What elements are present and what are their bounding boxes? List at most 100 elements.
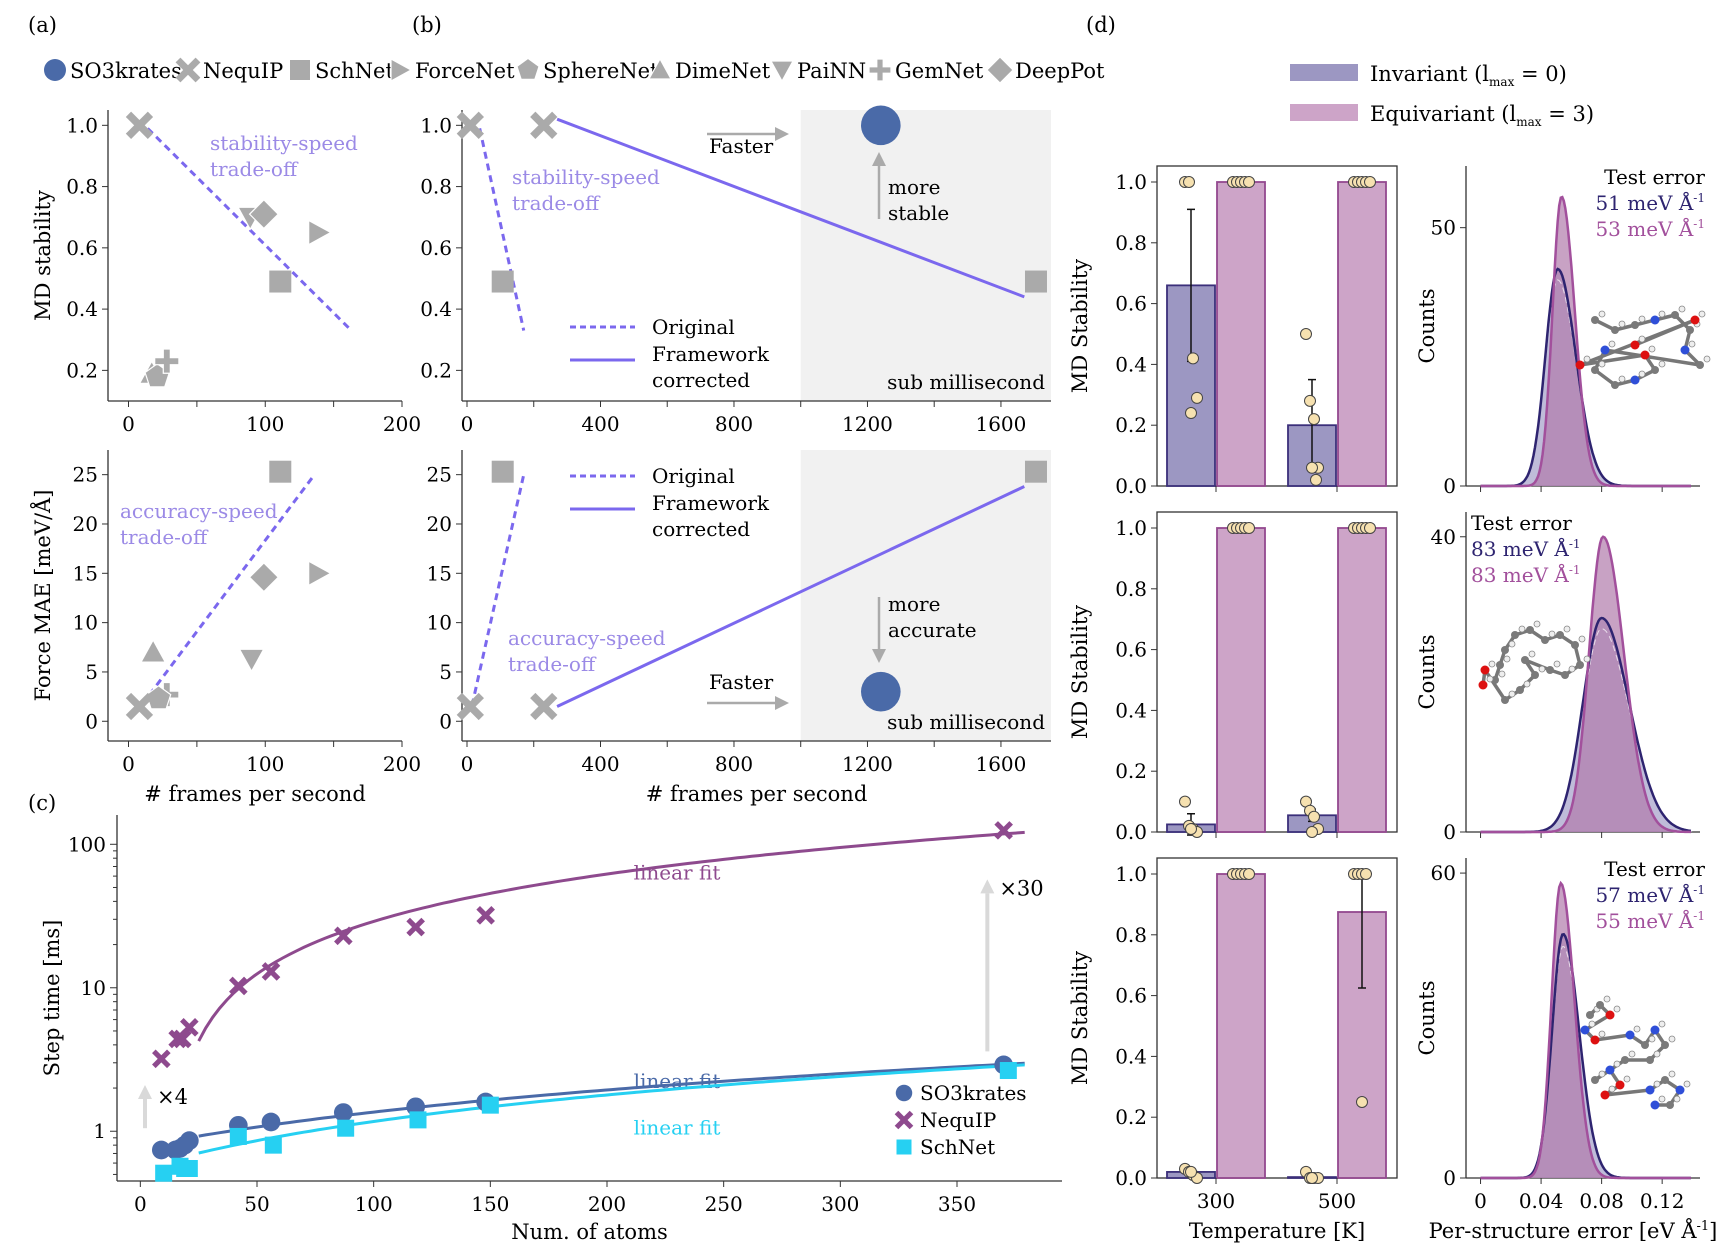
axes-frame xyxy=(1156,165,1398,487)
x-stroke xyxy=(530,111,558,139)
hydrogen-atom xyxy=(1553,660,1561,668)
x-tick-label: 0 xyxy=(1474,1189,1487,1213)
run-dot xyxy=(1243,176,1255,188)
trade-off-annotation: stability-speed xyxy=(210,131,358,155)
atom xyxy=(1680,345,1690,355)
y-tick-label: 0.2 xyxy=(1115,413,1147,437)
hydrogen-atom xyxy=(1598,310,1606,318)
panel-a-accuracy-scatter: 0 100 200 0 5 10 15 20 25 Force MAE [meV/Å] # fram… xyxy=(30,450,421,806)
x-tick-label: 0 xyxy=(134,1192,147,1216)
x-tick-label: 0.04 xyxy=(1519,1189,1564,1213)
equivariant-density-curve xyxy=(1480,195,1691,488)
x-stroke xyxy=(476,905,495,925)
run-dot xyxy=(1306,1172,1318,1184)
y-tick-label: 40 xyxy=(1431,525,1456,549)
atom xyxy=(1571,641,1579,649)
atom xyxy=(1526,626,1534,634)
y-tick-label: 60 xyxy=(1431,861,1456,885)
hydrogen-atom xyxy=(1638,335,1646,343)
run-dot xyxy=(1300,328,1312,340)
sub-millisecond-label: sub millisecond xyxy=(887,710,1045,734)
test-error-equivariant: 53 meV Å-1 xyxy=(1595,216,1705,241)
hydrogen-atom xyxy=(1638,315,1646,323)
atom xyxy=(1661,1076,1669,1084)
y-tick-label: 0.2 xyxy=(1115,1105,1147,1129)
molecule-peptide-icon xyxy=(1575,305,1711,389)
atom xyxy=(1646,1056,1654,1064)
atom xyxy=(1611,381,1619,389)
legend-item-deeppot: DeepPot xyxy=(986,56,1105,84)
x-tick-label: 0.12 xyxy=(1640,1189,1685,1213)
y-tick-label: 0.4 xyxy=(1115,352,1147,376)
x-tick-label: 800 xyxy=(715,412,753,436)
point-forcenet xyxy=(308,219,332,246)
x-tick-label: 1600 xyxy=(975,412,1026,436)
y-axis-label: Force MAE [meV/Å] xyxy=(30,490,55,702)
hydrogen-atom xyxy=(1638,370,1646,378)
y-tick-label: 0.2 xyxy=(420,358,452,382)
atom xyxy=(1650,1025,1660,1035)
x-stroke xyxy=(334,926,353,946)
legend-swatch xyxy=(1290,64,1358,81)
y-tick-label: 10 xyxy=(81,976,106,1000)
y-tick-label: 0.6 xyxy=(66,236,98,260)
point-nequip xyxy=(334,926,353,946)
x-stroke xyxy=(125,692,154,721)
legend-label: DeepPot xyxy=(1015,59,1105,83)
atom xyxy=(1586,1011,1594,1019)
axes-frame xyxy=(1156,857,1398,1179)
legend-label: DimeNet xyxy=(675,59,771,83)
point-nequip xyxy=(180,1018,199,1037)
x-tick-label: 800 xyxy=(715,752,753,776)
faster-arrow-icon xyxy=(707,696,789,710)
point-schnet xyxy=(1024,460,1047,483)
square-marker-icon xyxy=(290,60,310,80)
hydrogen-atom xyxy=(1658,360,1666,368)
molecule-fatty-acid-icon xyxy=(1478,620,1591,704)
panel-d-row-3: 0.0 0.2 0.4 0.6 0.8 1.0 MD Stability 300 500 Temp… xyxy=(1068,857,1717,1243)
fit-label-schnet: linear fit xyxy=(634,1115,721,1139)
panel-label-d: (d) xyxy=(1086,13,1116,37)
trade-off-annotation: trade-off xyxy=(210,157,299,181)
hydrogen-atom xyxy=(1678,305,1686,313)
atom xyxy=(1501,696,1509,704)
y-tick-label: 1.0 xyxy=(66,113,98,137)
point-schnet xyxy=(1024,270,1047,293)
hydrogen-atom xyxy=(1508,640,1516,648)
x-tick-label: 1200 xyxy=(842,752,893,776)
x-tick-label: 1200 xyxy=(842,412,893,436)
bond xyxy=(1593,368,1617,387)
y-tick-label: 0.6 xyxy=(420,236,452,260)
run-dot xyxy=(1185,1165,1197,1178)
y-tick-label: 1.0 xyxy=(1115,516,1147,540)
bond xyxy=(1604,1088,1651,1097)
x-tick-label: 200 xyxy=(588,1192,626,1216)
run-dot xyxy=(1179,795,1191,808)
point-so3krates xyxy=(861,105,901,146)
hydrogen-atom xyxy=(1528,650,1536,658)
hydrogen-atom xyxy=(1683,1080,1691,1088)
atom xyxy=(1591,366,1599,374)
x-stroke xyxy=(152,1049,171,1069)
x-stroke xyxy=(261,962,281,981)
sub-millisecond-label: sub millisecond xyxy=(887,370,1045,394)
atom xyxy=(1600,345,1610,355)
bar-equivariant-300 xyxy=(1216,873,1266,1179)
hydrogen-atom xyxy=(1618,320,1626,328)
hydrogen-atom xyxy=(1653,1050,1661,1058)
hydrogen-atom xyxy=(1618,375,1626,383)
y-tick-label: 0 xyxy=(1443,820,1456,844)
point-nequip xyxy=(229,976,248,996)
panel-c-step-time-chart: 0 50 100 150 200 250 300 350 1 10 100 Step time [ms… xyxy=(40,815,1062,1244)
point-nequip xyxy=(456,111,484,139)
atom xyxy=(1651,366,1659,374)
atom xyxy=(1675,1085,1685,1095)
y-tick-label: 0.0 xyxy=(1115,1166,1147,1190)
y-tick-label: 1.0 xyxy=(420,113,452,137)
point-gemnet xyxy=(154,348,180,374)
point-schnet xyxy=(491,460,514,483)
legend-item-nequip: NequIP xyxy=(175,57,283,83)
corrected-legend-label: Framework xyxy=(652,491,770,515)
legend-label: NequIP xyxy=(203,59,283,83)
